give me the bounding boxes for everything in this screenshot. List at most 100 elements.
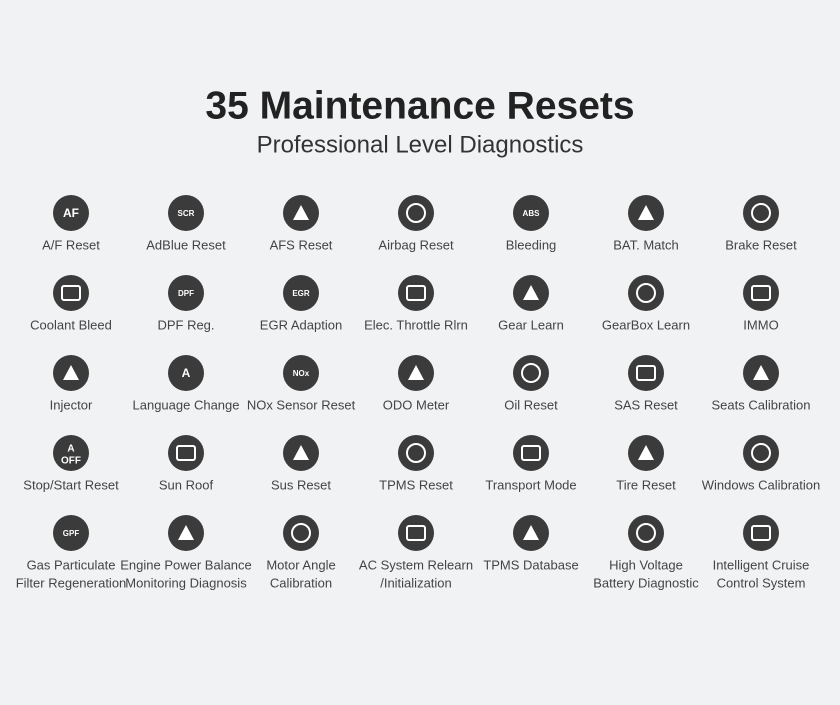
icon-circle xyxy=(168,195,204,231)
reset-item: AF A/F Reset xyxy=(42,195,100,252)
item-label: NOx Sensor Reset xyxy=(247,397,356,412)
reset-item: AC System Relearn/Initialization xyxy=(359,515,473,590)
item-label: Calibration xyxy=(270,575,332,590)
item-label: Bleeding xyxy=(506,237,557,252)
icon-text: NOx xyxy=(293,369,310,378)
icon-text: AF xyxy=(63,206,79,220)
item-label: Filter Regeneration xyxy=(16,575,127,590)
icon-glyph xyxy=(406,203,426,223)
item-label: Sun Roof xyxy=(159,477,214,492)
item-label: AC System Relearn xyxy=(359,557,473,572)
icon-glyph xyxy=(753,365,769,380)
icon-circle xyxy=(628,275,664,311)
item-label: Elec. Throttle Rlrn xyxy=(364,317,468,332)
icon-circle xyxy=(743,515,779,551)
item-label: Intelligent Cruise xyxy=(713,557,810,572)
icon-glyph xyxy=(176,445,196,461)
reset-item: Airbag Reset xyxy=(378,195,454,252)
reset-item: Transport Mode xyxy=(485,435,577,492)
reset-item: NOx NOx Sensor Reset xyxy=(247,355,356,412)
item-label: Brake Reset xyxy=(725,237,797,252)
icon-glyph xyxy=(636,523,656,543)
item-label: Motor Angle xyxy=(266,557,335,572)
item-label: Coolant Bleed xyxy=(30,317,112,332)
reset-item: ODO Meter xyxy=(383,355,450,412)
icon-glyph xyxy=(751,443,771,463)
icon-circle xyxy=(398,515,434,551)
icon-glyph xyxy=(61,285,81,301)
reset-item: Gear Learn xyxy=(498,275,564,332)
reset-item: Coolant Bleed xyxy=(30,275,112,332)
icon-circle xyxy=(168,435,204,471)
icon-glyph xyxy=(638,445,654,460)
icon-circle xyxy=(283,275,319,311)
item-label: Control System xyxy=(717,575,806,590)
icon-glyph xyxy=(523,285,539,300)
item-label: BAT. Match xyxy=(613,237,679,252)
icon-glyph xyxy=(408,365,424,380)
reset-item: AFS Reset xyxy=(270,195,333,252)
item-label: TPMS Reset xyxy=(379,477,453,492)
icon-text: A xyxy=(182,366,191,380)
icon-glyph xyxy=(521,363,541,383)
reset-item: SCR AdBlue Reset xyxy=(146,195,226,252)
item-label: Transport Mode xyxy=(485,477,576,492)
item-label: TPMS Database xyxy=(483,557,578,572)
item-label: Windows Calibration xyxy=(702,477,821,492)
icon-circle xyxy=(283,355,319,391)
reset-item: High Voltage Battery Diagnostic xyxy=(593,515,699,590)
icon-glyph xyxy=(636,365,656,381)
reset-item: IMMO xyxy=(743,275,779,332)
icon-glyph xyxy=(638,205,654,220)
icon-glyph xyxy=(63,365,79,380)
reset-item: Motor Angle Calibration xyxy=(266,515,336,590)
icon-text: GPF xyxy=(63,529,80,538)
icon-glyph xyxy=(636,283,656,303)
item-label: Stop/Start Reset xyxy=(23,477,119,492)
reset-item: Sun Roof xyxy=(159,435,214,492)
item-label: ODO Meter xyxy=(383,397,450,412)
reset-item: GearBox Learn xyxy=(602,275,690,332)
reset-item: GPF Gas Particulate Filter Regeneration xyxy=(16,515,127,590)
icon-circle xyxy=(628,515,664,551)
item-label: EGR Adaption xyxy=(260,317,342,332)
reset-item: Seats Calibration xyxy=(712,355,811,412)
reset-item: TPMS Reset xyxy=(379,435,453,492)
icon-circle xyxy=(743,435,779,471)
icon-text: A xyxy=(67,444,74,455)
reset-item: Intelligent Cruise Control System xyxy=(713,515,810,590)
icon-glyph xyxy=(523,525,539,540)
icon-glyph xyxy=(178,525,194,540)
item-label: IMMO xyxy=(743,317,778,332)
item-label: /Initialization xyxy=(380,575,452,590)
item-label: Language Change xyxy=(133,397,240,412)
reset-item: DPF DPF Reg. xyxy=(157,275,215,332)
icon-circle xyxy=(53,275,89,311)
reset-item: EGR EGR Adaption xyxy=(260,275,342,332)
icon-circle xyxy=(628,355,664,391)
reset-item: Elec. Throttle Rlrn xyxy=(364,275,468,332)
icon-circle xyxy=(743,195,779,231)
icon-circle xyxy=(168,355,204,391)
icon-circle xyxy=(398,435,434,471)
icon-circle xyxy=(743,275,779,311)
reset-item: BAT. Match xyxy=(613,195,679,252)
item-label: Gear Learn xyxy=(498,317,564,332)
icon-glyph xyxy=(406,285,426,301)
reset-item: Oil Reset xyxy=(504,355,558,412)
icon-glyph xyxy=(293,445,309,460)
icon-glyph xyxy=(751,285,771,301)
reset-item: Tire Reset xyxy=(616,435,676,492)
icon-glyph xyxy=(406,443,426,463)
item-label: Gas Particulate xyxy=(27,557,116,572)
item-label: Injector xyxy=(50,397,93,412)
icon-glyph xyxy=(293,205,309,220)
icon-circle xyxy=(168,275,204,311)
icon-circle xyxy=(513,435,549,471)
icon-circle xyxy=(53,195,89,231)
item-label: Oil Reset xyxy=(504,397,558,412)
